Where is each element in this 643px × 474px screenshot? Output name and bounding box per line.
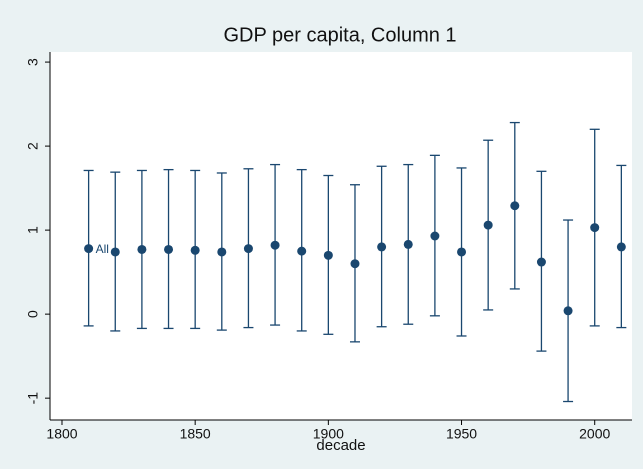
point (270, 240, 280, 250)
point (536, 257, 546, 267)
point (510, 201, 520, 211)
point (137, 244, 147, 254)
y-tick-label: 0 (25, 310, 41, 318)
point (483, 220, 493, 230)
point (403, 239, 413, 249)
point (616, 242, 626, 252)
point (563, 306, 573, 316)
point (110, 247, 120, 257)
annotation: All (96, 242, 109, 256)
y-tick-label: 2 (25, 142, 41, 150)
point (457, 247, 467, 257)
point (377, 242, 387, 252)
y-tick-label: 1 (25, 226, 41, 234)
point (217, 247, 227, 257)
x-tick-label: 1850 (180, 426, 211, 442)
point (297, 246, 307, 256)
point (243, 244, 253, 254)
x-tick-label: 1800 (46, 426, 77, 442)
x-tick-label: 1950 (446, 426, 477, 442)
point (430, 231, 440, 241)
x-tick-label: 2000 (579, 426, 610, 442)
chart-title: GDP per capita, Column 1 (223, 24, 456, 46)
point (84, 244, 94, 254)
plot-area (50, 52, 632, 420)
x-tick-label: 1900 (313, 426, 344, 442)
point (590, 223, 600, 233)
point (164, 244, 174, 254)
point (323, 250, 333, 260)
point (350, 259, 360, 269)
point (190, 245, 200, 255)
y-tick-label: 3 (25, 58, 41, 66)
x-axis-label: decade (316, 437, 365, 454)
y-tick-label: -1 (25, 392, 41, 405)
